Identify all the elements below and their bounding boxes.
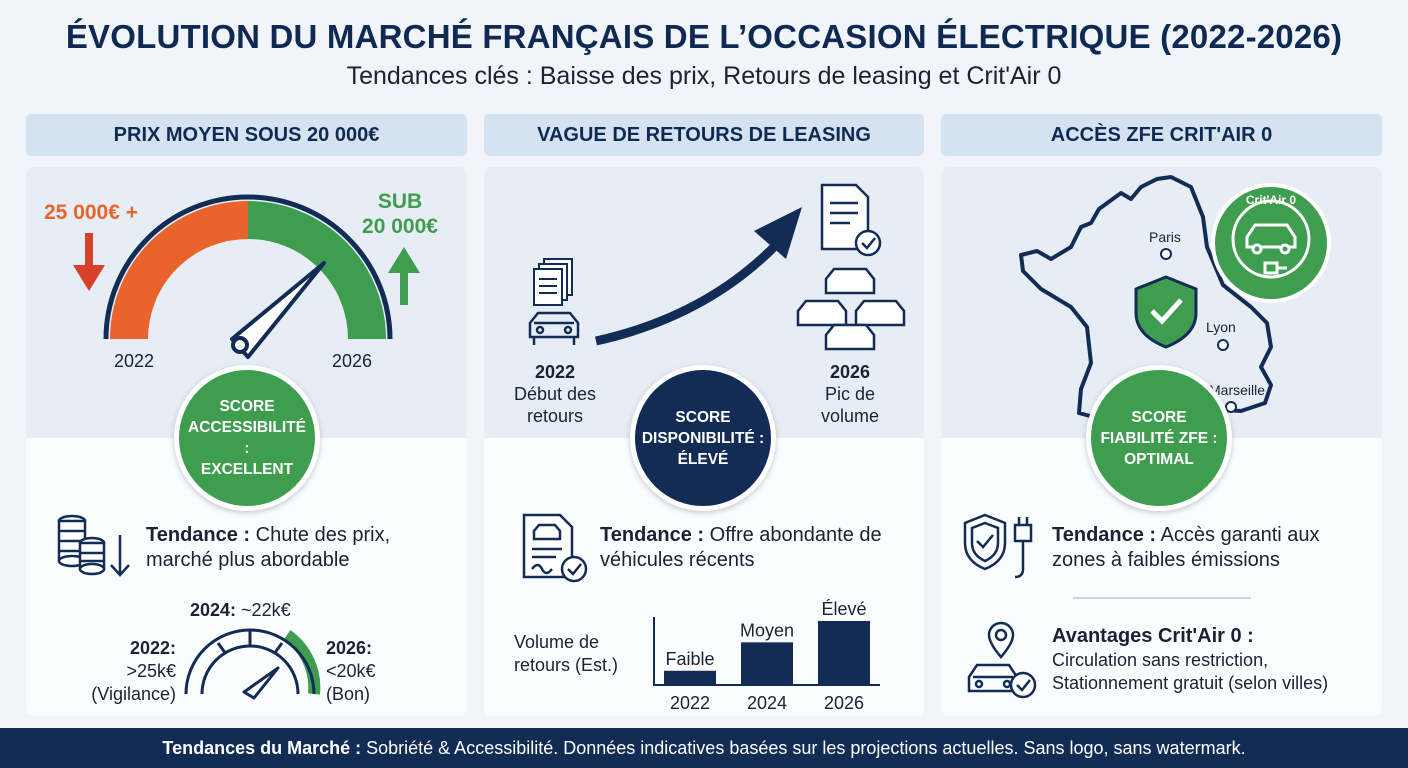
footer-banner: Tendances du Marché : Sobriété & Accessi… (0, 728, 1408, 768)
trend-arrow-head (754, 207, 802, 259)
score-zfe-badge: SCORE FIABILITÉ ZFE : OPTIMAL (1086, 365, 1232, 511)
chart-bar-2024 (741, 642, 793, 685)
shield-plug-icon (963, 513, 1033, 579)
panel-header-zfe: ACCÈS ZFE CRIT'AIR 0 (941, 114, 1382, 156)
chart-data-label: Faible (665, 649, 714, 669)
zfe-trend-text: Tendance : Accès garanti aux zones à fai… (1052, 524, 1320, 571)
leasing-start-text: Début des retours (513, 384, 597, 426)
divider (1073, 597, 1251, 599)
france-map (1019, 175, 1331, 421)
chart-data-label: Moyen (740, 620, 794, 640)
arrow-down-icon (73, 233, 105, 291)
advantages-text: Circulation sans restriction, Stationneme… (1052, 650, 1329, 693)
gauge-2024-label: 2024: ~22k€ (190, 600, 291, 620)
score-availability-badge: SCORE DISPONIBILITÉ : ÉLEVÉ (630, 365, 776, 511)
document-check-icon (820, 183, 882, 257)
chart-bar-2022 (664, 670, 716, 685)
page-title: ÉVOLUTION DU MARCHÉ FRANÇAIS DE L’OCCASI… (65, 18, 1343, 55)
advantages-title: Avantages Crit'Air 0 : (1052, 625, 1254, 647)
city-marseille: Marseille (1209, 382, 1266, 398)
panel-header-price: PRIX MOYEN SOUS 20 000€ (26, 114, 467, 156)
leasing-start-year: 2022 (534, 362, 576, 382)
leasing-peak-year: 2026 (829, 362, 871, 382)
chart-bar-2026 (818, 621, 870, 685)
panel-zfe: Crit'Air 0 Paris Lyon Marseille SCORE FI… (941, 167, 1382, 716)
price-trend-text: Tendance : Chute des prix, marché plus a… (146, 524, 391, 571)
chart-tick-label: 2022 (670, 693, 710, 713)
panel-header-leasing: VAGUE DE RETOURS DE LEASING (484, 114, 924, 156)
price-high-label: 25 000€ + (44, 201, 139, 224)
leasing-illustration (528, 183, 906, 351)
city-paris: Paris (1149, 229, 1181, 245)
crit-air-badge (1211, 183, 1331, 303)
gauge-2026-label: 2026: <20k€ (Bon) (326, 638, 376, 704)
year-end-label: 2026 (332, 351, 373, 371)
plug-icon (1263, 261, 1287, 275)
car-location-icon (967, 621, 1037, 699)
leasing-peak-text: Pic de volume (820, 384, 880, 426)
panel-leasing: 2022 Début des retours 2026 Pic de volume … (484, 167, 924, 716)
documents-icon (533, 258, 573, 306)
price-gauge (73, 194, 420, 359)
chart-tick-label: 2024 (747, 693, 787, 713)
coin-stack-icon (57, 514, 130, 577)
year-start-label: 2022 (114, 351, 155, 371)
crit-air-label: Crit'Air 0 (1245, 193, 1297, 207)
car-fleet-icon (796, 267, 906, 351)
chart-ylabel: Volume de retours (Est.) (514, 632, 619, 675)
chart-data-label: Élevé (821, 599, 866, 619)
panel-price: 25 000€ + SUB 20 000€ 2022 2026 SCORE ACC… (26, 167, 467, 716)
city-lyon: Lyon (1206, 319, 1236, 335)
contract-car-icon (522, 513, 588, 583)
small-price-gauge (184, 628, 321, 700)
arrow-up-icon (388, 247, 420, 305)
chart-tick-label: 2026 (824, 693, 864, 713)
chart-axis (653, 617, 880, 686)
shield-check-icon (1134, 275, 1198, 349)
leasing-volume-chart: Faible 2022 Moyen 2024 Élevé 2026 (653, 599, 880, 713)
score-accessibility-badge: SCORE ACCESSIBILITÉ : EXCELLENT (174, 365, 320, 511)
leasing-trend-text: Tendance : Offre abondante de véhicules … (600, 524, 882, 571)
page-subtitle: Tendances clés : Baisse des prix, Retour… (346, 62, 1062, 90)
car-icon (528, 311, 580, 345)
price-low-label: SUB 20 000€ (362, 190, 438, 238)
gauge-2022-label: 2022: >25k€ (Vigilance) (91, 638, 176, 704)
